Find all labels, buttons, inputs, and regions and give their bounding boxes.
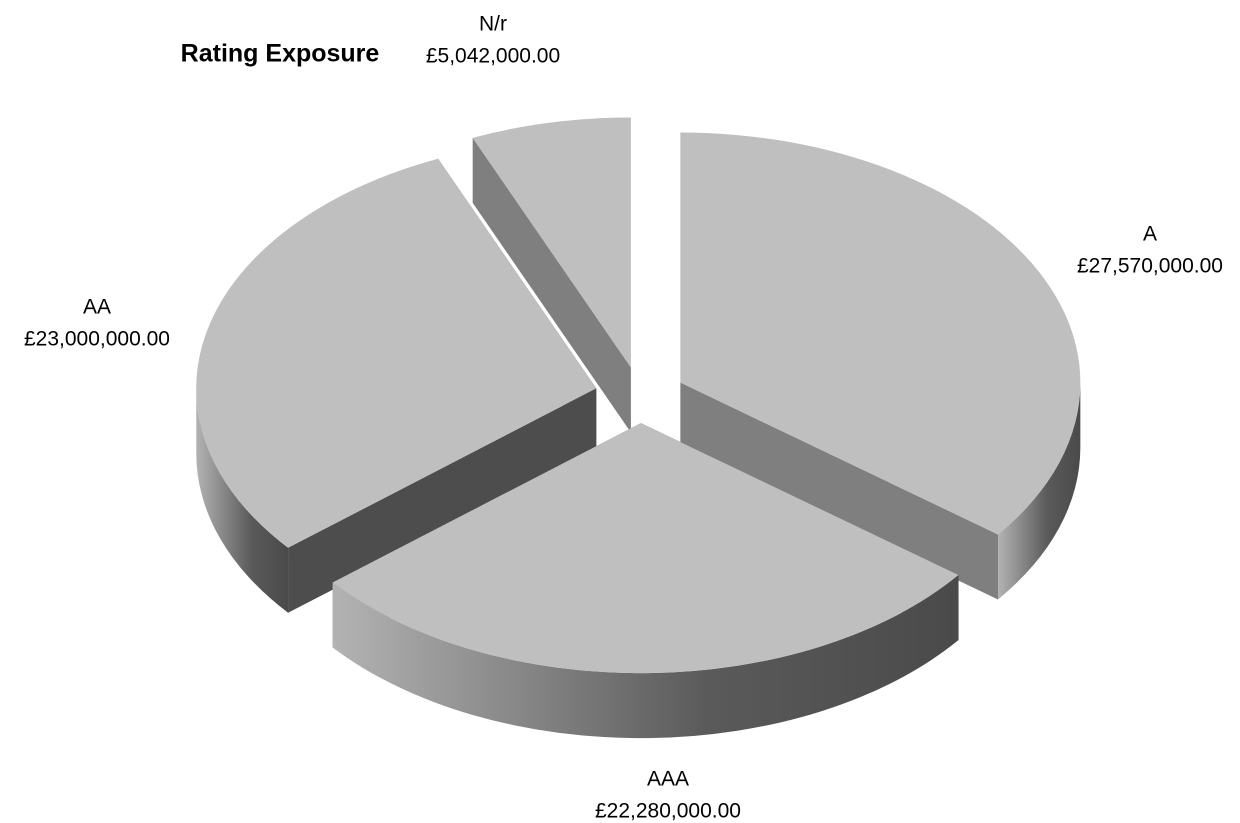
chart-title: Rating Exposure <box>181 40 380 68</box>
slice-label: AAA <box>647 768 689 791</box>
slice-outer-side <box>332 575 959 739</box>
slice-label: A <box>1143 223 1157 246</box>
pie <box>196 117 1081 739</box>
slice-outer-side <box>998 382 1081 600</box>
value-label: £27,570,000.00 <box>1077 255 1223 278</box>
value-label: £22,280,000.00 <box>595 800 741 823</box>
slice-label: N/r <box>479 13 507 36</box>
slice <box>680 132 1081 600</box>
slice <box>472 117 631 433</box>
slice-label: AA <box>83 296 111 319</box>
slice-side <box>288 388 597 613</box>
value-label: £23,000,000.00 <box>24 328 170 351</box>
slice-top <box>472 117 631 368</box>
slice-side <box>680 382 999 600</box>
slice <box>332 423 959 739</box>
slice <box>196 158 597 613</box>
slice-side <box>472 137 631 433</box>
value-label: £5,042,000.00 <box>426 45 560 68</box>
slice-top <box>332 423 959 674</box>
slice-outer-side <box>196 388 289 613</box>
slice-top <box>196 158 597 548</box>
slice-top <box>680 132 1081 535</box>
